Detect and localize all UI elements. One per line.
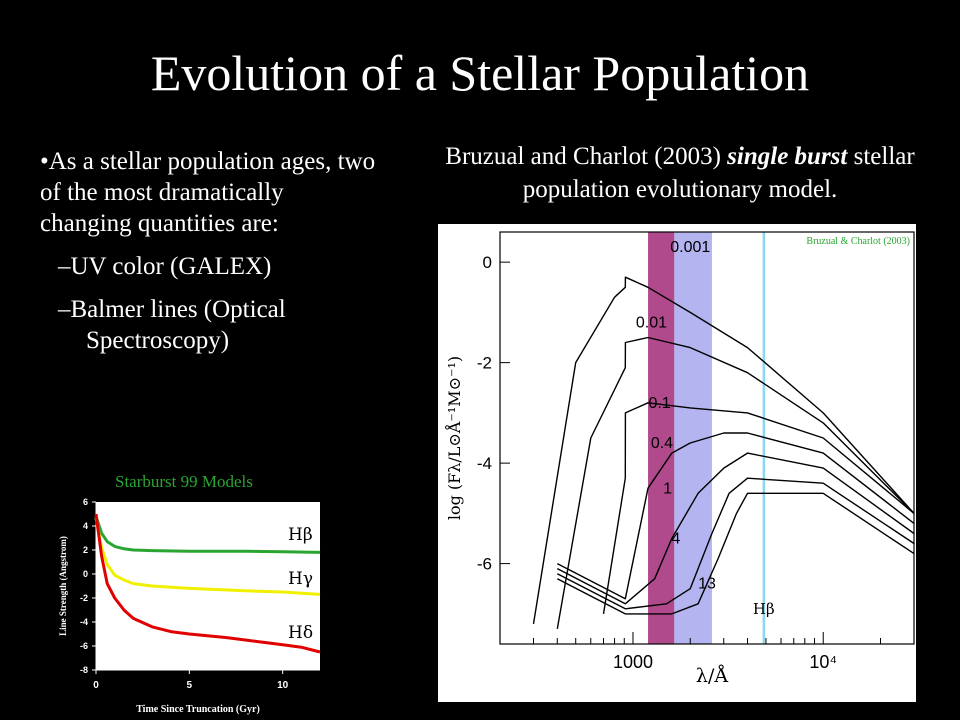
x-axis-label: λ/Å: [696, 665, 728, 687]
x-tick-label: 1000: [613, 652, 653, 672]
age-label-4: 0.4: [651, 435, 673, 452]
spectrum-line-5: [556, 452, 915, 605]
x-tick-label: 5: [187, 680, 193, 691]
starburst-chart-title: Starburst 99 Models: [115, 472, 253, 491]
series-label-3: Hδ: [288, 623, 313, 643]
age-label-1: 0.001: [670, 239, 710, 256]
y-tick-label: -8: [80, 665, 88, 675]
bullet-sub-uv: –UV color (GALEX): [58, 253, 272, 280]
sed-spectrum-chart: 0 -2 -4 -6 1000 10⁴ λ/Å log (Fλ/L⊙Å⁻¹M⊙⁻¹) Bruzu…: [438, 224, 916, 702]
x-tick-label: 10⁴: [809, 652, 837, 672]
hbeta-label: Hβ: [753, 600, 775, 618]
spectrum-line-6: [556, 477, 915, 610]
age-label-7: 13: [698, 576, 716, 593]
bullet-main: •As a stellar population ages, two of th…: [40, 148, 376, 237]
x-tick-label: 0: [93, 680, 99, 691]
slide-title: Evolution of a Stellar Population: [150, 45, 810, 101]
spectrum-line-7: [556, 492, 915, 615]
y-tick-label: 6: [83, 497, 88, 507]
caption-text-pre: Bruzual and Charlot (2003): [445, 143, 728, 170]
model-caption: Bruzual and Charlot (2003) single burst …: [410, 140, 950, 206]
series-line-3: [94, 513, 321, 654]
y-axis-label: Line Strength (Angstrom): [58, 536, 68, 636]
y-tick-label: -6: [80, 641, 88, 651]
x-axis-label: Time Since Truncation (Gyr): [136, 704, 260, 715]
y-tick-label: -6: [477, 555, 492, 574]
bullet-list: •As a stellar population ages, two of th…: [40, 146, 380, 356]
series-line-2: [94, 517, 321, 596]
y-tick-label: 0: [83, 569, 88, 579]
plot-frame: [499, 231, 915, 645]
bullet-sub-balmer: –Balmer lines (Optical Spectroscopy): [58, 296, 286, 354]
plot-area: [96, 502, 320, 670]
y-axis-label: log (Fλ/L⊙Å⁻¹M⊙⁻¹): [444, 356, 464, 520]
caption-text-post: stellar population evolutionary model.: [522, 143, 915, 203]
age-label-3: 0.1: [648, 395, 670, 412]
spectrum-line-4: [556, 432, 915, 600]
y-tick-label: -2: [477, 354, 492, 373]
y-tick-label: 2: [83, 545, 88, 555]
series-line-1: [94, 515, 321, 554]
x-tick-label: 10: [277, 680, 289, 691]
age-label-2: 0.01: [636, 314, 667, 331]
y-tick-label: -4: [80, 617, 88, 627]
y-tick-label: -4: [477, 454, 492, 473]
y-tick-label: 4: [83, 521, 88, 531]
age-label-5: 1: [663, 480, 672, 497]
spectrum-line-2: [556, 336, 915, 630]
spectrum-line-1: [532, 276, 915, 625]
caption-emphasis: single burst: [727, 143, 848, 170]
figure-credit: Bruzual & Charlot (2003): [806, 236, 910, 247]
balmer-line-chart: 6 4 2 0 -2 -4 -6 -8 0 5 10 Time Since Truncation (G…: [58, 497, 321, 715]
y-tick-label: 0: [483, 253, 492, 272]
series-label-1: Hβ: [288, 525, 313, 545]
age-label-6: 4: [671, 531, 680, 548]
series-label-2: Hγ: [288, 569, 313, 589]
spectrum-line-3: [602, 402, 915, 615]
y-tick-label: -2: [80, 593, 88, 603]
